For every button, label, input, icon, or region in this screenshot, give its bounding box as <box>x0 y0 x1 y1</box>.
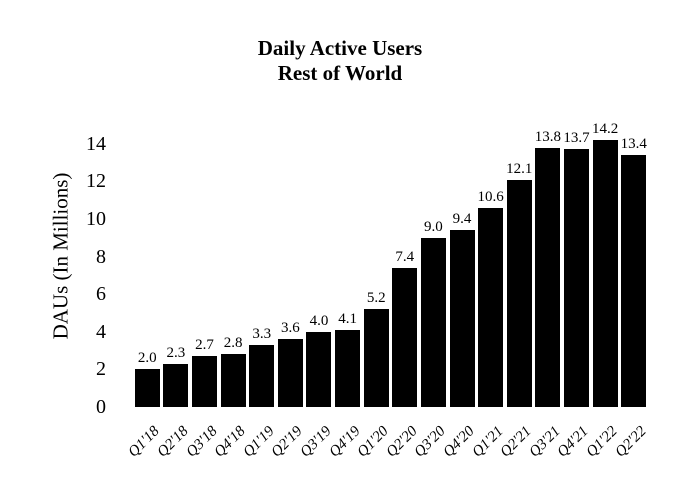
bar <box>506 179 532 407</box>
bar-value-label: 9.0 <box>424 218 443 235</box>
bar-value-label: 10.6 <box>477 188 504 205</box>
bar <box>249 344 275 407</box>
x-tick-label: Q4'21 <box>554 423 593 461</box>
bar-value-label: 5.2 <box>366 290 386 307</box>
x-tick-label: Q3'20 <box>411 423 450 461</box>
chart-title-line2: Rest of World <box>277 61 403 85</box>
bar-value-label: 13.4 <box>620 136 647 153</box>
bar-value-label: 4.0 <box>309 312 329 329</box>
bar-value-label: 2.3 <box>166 344 186 361</box>
bar <box>335 329 361 407</box>
chart-title: Daily Active Users Rest of World <box>0 36 680 86</box>
x-tick-label: Q2'18 <box>154 423 192 461</box>
x-tick-label: Q3'18 <box>182 423 221 461</box>
x-tick-label: Q1'22 <box>583 423 621 461</box>
bar-value-label: 3.6 <box>280 320 300 337</box>
bar-value-label: 2.7 <box>195 337 214 354</box>
bar-value-label: 13.7 <box>563 130 590 147</box>
bar-value-label: 3.3 <box>252 325 272 342</box>
y-tick-label: 14 <box>86 132 106 155</box>
y-axis-label: DAUs (In Millions) <box>48 172 73 340</box>
x-tick-label: Q1'21 <box>469 423 507 461</box>
bar-value-label: 9.4 <box>452 211 472 228</box>
bar <box>449 230 475 407</box>
bar <box>163 363 189 407</box>
bar <box>420 237 446 407</box>
y-tick-label: 12 <box>86 170 106 193</box>
x-tick-label: Q1'18 <box>125 423 163 461</box>
bar <box>563 149 589 407</box>
y-tick-label: 4 <box>96 320 106 343</box>
x-tick-label: Q4'19 <box>326 423 364 461</box>
bar <box>363 309 389 407</box>
bar <box>192 356 218 407</box>
bar-value-label: 4.1 <box>338 310 357 327</box>
x-tick-label: Q3'19 <box>297 423 335 461</box>
x-tick-label: Q1'20 <box>354 423 392 461</box>
x-tick-label: Q2'21 <box>497 423 535 461</box>
y-tick-label: 2 <box>96 358 106 381</box>
bar <box>277 339 303 407</box>
bar-value-label: 13.8 <box>534 128 561 145</box>
bar-value-label: 2.0 <box>137 350 157 367</box>
bar <box>392 267 418 407</box>
x-tick-label: Q4'18 <box>211 423 249 461</box>
bar <box>134 369 160 407</box>
bar <box>220 354 246 407</box>
bar-value-label: 2.8 <box>223 335 243 352</box>
bar <box>621 155 647 407</box>
chart-title-line1: Daily Active Users <box>257 36 423 60</box>
bar-value-label: 12.1 <box>506 160 533 177</box>
bar <box>478 207 504 407</box>
x-tick-label: Q3'21 <box>526 423 564 461</box>
bar-value-label: 14.2 <box>591 121 619 138</box>
bar-value-label: 7.4 <box>395 248 415 265</box>
x-tick-label: Q2'22 <box>612 423 650 461</box>
x-tick-label: Q4'20 <box>440 423 478 461</box>
x-tick-label: Q2'20 <box>383 423 421 461</box>
y-tick-label: 8 <box>96 245 106 268</box>
y-tick-label: 0 <box>96 396 106 418</box>
x-tick-label: Q1'19 <box>240 423 278 461</box>
y-tick-label: 10 <box>86 208 106 230</box>
x-tick-label: Q2'19 <box>268 423 306 461</box>
bar <box>535 147 561 407</box>
y-tick-label: 6 <box>96 283 106 306</box>
bar <box>592 140 618 407</box>
bar <box>306 331 332 407</box>
